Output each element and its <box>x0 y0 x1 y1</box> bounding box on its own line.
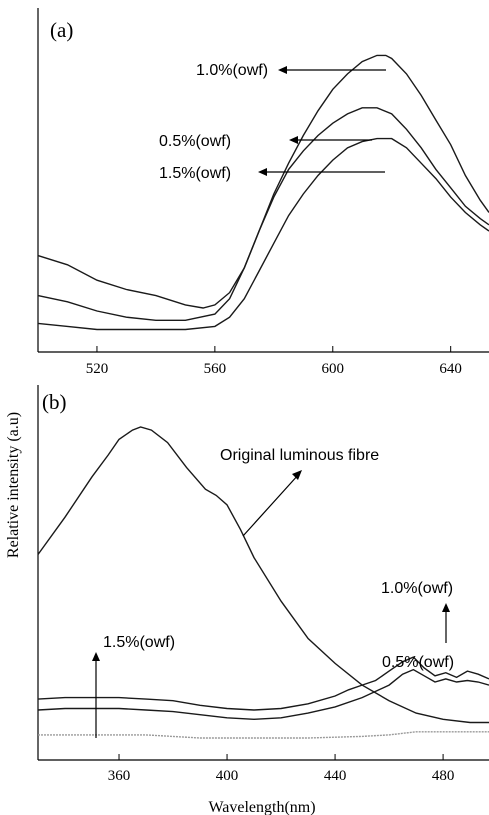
panel-b: (b) 360 400 440 480 Original luminous fibre… <box>37 385 489 784</box>
annot-b-original-arrow <box>242 473 300 537</box>
panel-b-series-line <box>37 426 489 724</box>
annot-a-1.0-arrowhead <box>278 66 287 74</box>
panel-b-x-tick-label: 360 <box>108 768 131 784</box>
annot-a-1.0: 1.0%(owf) <box>196 62 268 79</box>
panel-b-series-line <box>37 656 489 711</box>
annot-b-1.5-arrowhead <box>92 652 100 661</box>
panel-b-series-line <box>38 731 489 739</box>
panel-a-series-line <box>37 107 489 321</box>
panel-b-x-tick-label: 440 <box>324 768 347 784</box>
annot-b-1.0: 1.0%(owf) <box>381 580 453 597</box>
panel-a-x-tick-label: 600 <box>322 361 345 377</box>
panel-b-x-tick-label: 480 <box>432 768 455 784</box>
annot-a-0.5-arrowhead <box>289 136 298 144</box>
panel-b-series-line <box>37 668 489 721</box>
annot-a-1.5-arrowhead <box>258 168 267 176</box>
annot-b-original: Original luminous fibre <box>220 447 379 464</box>
panel-a-x-tick-label: 560 <box>204 361 227 377</box>
y-axis-title: Relative intensity (a.u) <box>5 412 22 558</box>
x-axis-title: Wavelength(nm) <box>208 799 315 815</box>
panel-a-series-line <box>37 54 489 309</box>
annot-b-original-arrowhead <box>292 470 302 480</box>
annot-b-1.5: 1.5%(owf) <box>103 634 175 651</box>
annot-b-0.5: 0.5%(owf) <box>382 654 454 671</box>
panel-a: (a) 520 560 600 640 1.0%(owf) 0.5%(owf) 1.5… <box>37 8 489 377</box>
panel-b-x-tick-label: 400 <box>216 768 239 784</box>
panel-a-series-line <box>37 137 489 331</box>
annot-b-1.0-arrowhead <box>442 603 450 612</box>
annot-a-1.5: 1.5%(owf) <box>159 165 231 182</box>
annot-a-0.5: 0.5%(owf) <box>159 133 231 150</box>
panel-a-label: (a) <box>50 18 73 42</box>
panel-b-label: (b) <box>42 390 67 414</box>
panel-a-x-tick-label: 640 <box>439 361 462 377</box>
panel-a-x-tick-label: 520 <box>86 361 109 377</box>
